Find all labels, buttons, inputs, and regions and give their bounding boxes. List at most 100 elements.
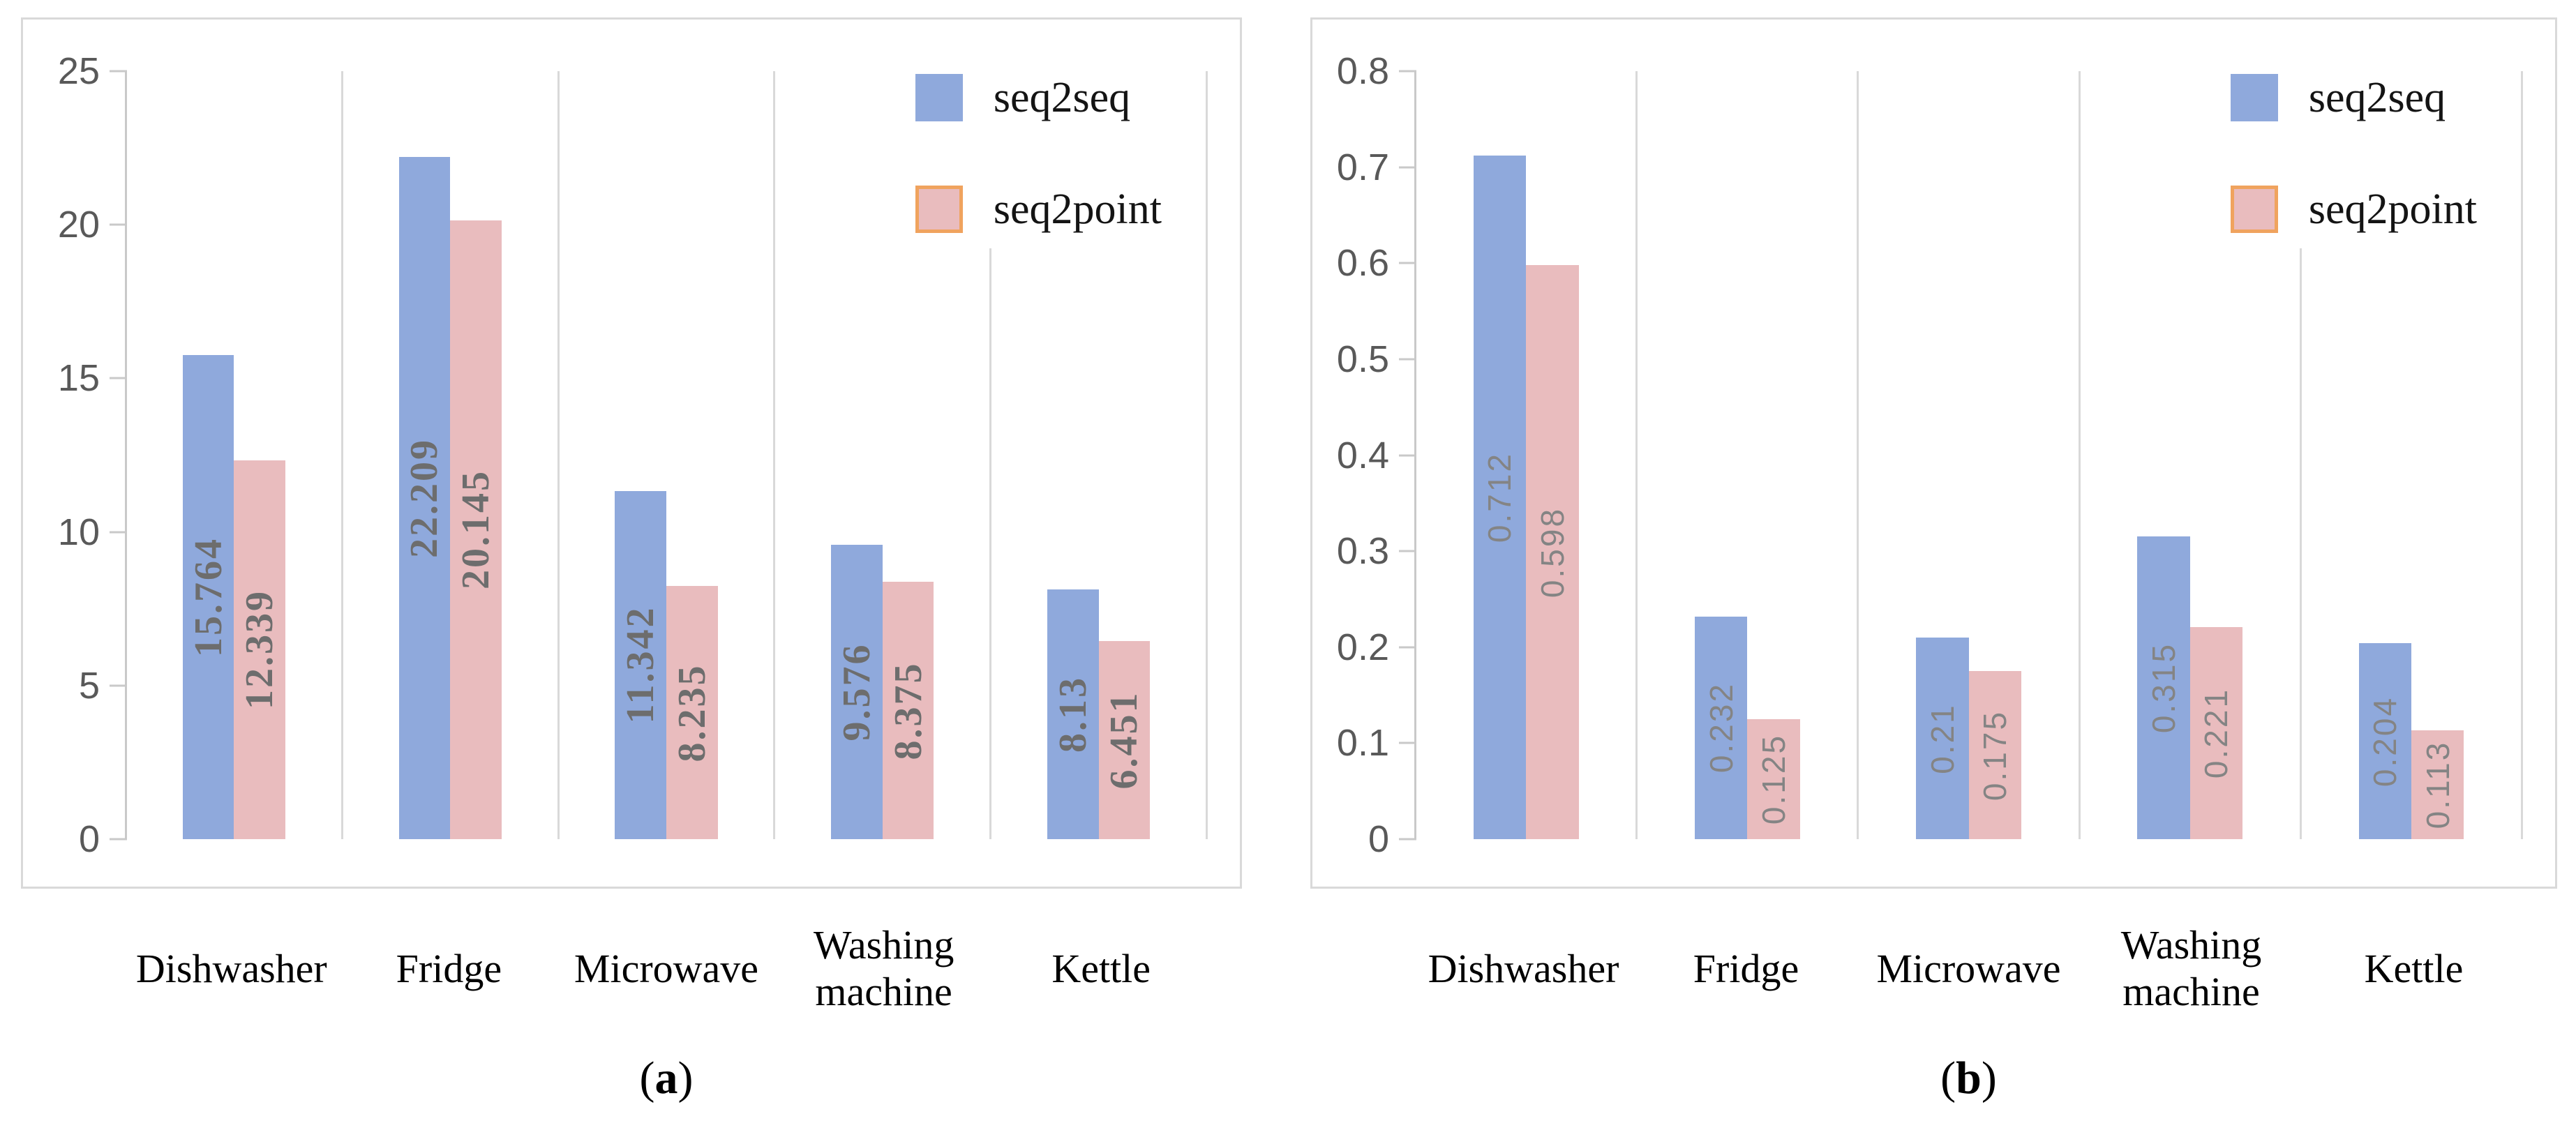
category-label: Dishwasher: [1428, 945, 1619, 991]
y-tick-mark: [110, 223, 127, 226]
y-tick-mark: [1399, 646, 1416, 649]
y-tick-label: 0.6: [1336, 242, 1389, 285]
bar-value-label: 0.204: [2367, 695, 2404, 787]
category-label: Washing machine: [2120, 922, 2262, 1014]
chart-figure-b: 0 0.1 0.2 0.3 0.4 0.5 0.6 0.7 0.8 0.712 0.598 0.23…: [1310, 17, 2557, 1105]
bar-value-label: 8.375: [886, 661, 930, 760]
y-tick-mark: [1399, 838, 1416, 841]
bar-seq2seq: 9.576: [831, 545, 883, 839]
legend-item-seq2point: seq2point: [2230, 186, 2477, 233]
bar-value-label: 15.764: [186, 536, 230, 657]
bar-value-label: 0.21: [1924, 702, 1961, 774]
caption-close-paren: ): [1981, 1053, 1997, 1104]
bar-seq2seq: 15.764: [182, 354, 234, 839]
category-group: 0.232 0.125: [1638, 71, 1859, 839]
y-tick-mark: [1399, 550, 1416, 552]
bar-seq2point: 8.235: [666, 586, 718, 839]
y-tick-label: 0.3: [1336, 530, 1389, 573]
plot-area: 15.764 12.339 22.209 20.145 11.342 8.235 9.576…: [110, 70, 1208, 841]
bar-value-label: 11.342: [619, 605, 663, 724]
y-tick-label: 15: [57, 357, 100, 400]
category-group: 0.204 0.113: [2302, 71, 2524, 839]
category-axis-labels: Dishwasher Fridge Microwave Washing machine…: [1412, 910, 2525, 1028]
bar-seq2point: 20.145: [450, 220, 502, 839]
category-group: 8.13 6.451: [991, 71, 1208, 839]
y-tick-mark: [1399, 70, 1416, 73]
bar-value-label: 12.339: [238, 589, 282, 710]
y-tick-label: 0: [78, 818, 100, 860]
bar-seq2seq: 0.712: [1473, 156, 1527, 839]
y-axis-labels: 0 5 10 15 20 25: [23, 52, 100, 858]
seq2point-swatch-icon: [2230, 186, 2278, 233]
category-group: 22.209 20.145: [343, 71, 560, 839]
chart-b-panel: 0 0.1 0.2 0.3 0.4 0.5 0.6 0.7 0.8 0.712 0.598 0.23…: [1310, 17, 2557, 889]
bar-value-label: 8.235: [670, 663, 714, 762]
y-tick-label: 0.1: [1336, 722, 1389, 765]
legend-label: seq2seq: [2308, 74, 2446, 121]
bar-seq2point: 0.125: [1747, 718, 1800, 839]
y-tick-mark: [1399, 454, 1416, 456]
category-label: Microwave: [574, 945, 759, 991]
seq2point-swatch-icon: [915, 186, 963, 233]
y-tick-label: 25: [57, 50, 100, 92]
y-tick-label: 20: [57, 204, 100, 246]
caption-letter: b: [1956, 1053, 1982, 1104]
bar-value-label: 20.145: [454, 469, 497, 590]
caption-open-paren: (: [1940, 1053, 1956, 1104]
y-tick-mark: [1399, 358, 1416, 361]
caption-a: (a): [123, 1052, 1210, 1105]
y-tick-mark: [110, 684, 127, 687]
y-tick-label: 0.2: [1336, 626, 1389, 668]
bar-seq2seq: 0.232: [1694, 616, 1748, 839]
y-tick-label: 10: [57, 511, 100, 553]
y-axis-labels: 0 0.1 0.2 0.3 0.4 0.5 0.6 0.7 0.8: [1312, 52, 1389, 858]
legend-label: seq2seq: [993, 74, 1131, 121]
y-tick-mark: [110, 377, 127, 379]
category-group: 0.315 0.221: [2081, 71, 2302, 839]
legend: seq2seq seq2point: [2210, 59, 2496, 248]
bar-seq2point: 0.598: [1526, 265, 1579, 839]
bar-value-label: 0.315: [2146, 642, 2182, 734]
bar-value-label: 8.13: [1051, 675, 1095, 753]
bar-seq2point: 0.175: [1968, 671, 2021, 839]
bar-value-label: 0.125: [1755, 733, 1792, 825]
category-axis-labels: Dishwasher Fridge Microwave Washing machine…: [123, 910, 1210, 1028]
seq2seq-swatch-icon: [2230, 74, 2278, 121]
category-label: Dishwasher: [135, 945, 327, 991]
legend-item-seq2seq: seq2seq: [915, 74, 1162, 121]
bar-value-label: 0.232: [1702, 682, 1739, 774]
legend-label: seq2point: [993, 186, 1162, 233]
caption-b: (b): [1412, 1052, 2525, 1105]
bar-seq2point: 8.375: [882, 582, 934, 839]
bar-value-label: 22.209: [403, 437, 447, 558]
y-tick-mark: [110, 838, 127, 841]
category-label: Microwave: [1876, 945, 2061, 991]
bar-value-label: 0.175: [1977, 709, 2014, 801]
y-tick-mark: [1399, 166, 1416, 169]
y-tick-mark: [110, 531, 127, 534]
bar-seq2seq: 22.209: [398, 156, 451, 839]
category-group: 15.764 12.339: [127, 71, 343, 839]
bar-value-label: 0.598: [1534, 506, 1571, 598]
bar-seq2point: 0.221: [2189, 626, 2243, 839]
legend-item-seq2point: seq2point: [915, 186, 1162, 233]
category-label: Washing machine: [813, 922, 954, 1014]
y-tick-label: 0.5: [1336, 338, 1389, 380]
category-group: 0.21 0.175: [1859, 71, 2081, 839]
bar-seq2point: 0.113: [2411, 730, 2464, 839]
bar-value-label: 0.712: [1481, 452, 1518, 543]
legend: seq2seq seq2point: [895, 59, 1181, 248]
y-tick-mark: [1399, 741, 1416, 744]
y-tick-label: 0: [1368, 818, 1389, 860]
bar-seq2seq: 0.204: [2358, 643, 2411, 839]
category-group: 0.712 0.598: [1416, 71, 1638, 839]
bar-seq2seq: 0.21: [1916, 638, 1969, 839]
y-tick-mark: [110, 70, 127, 73]
seq2seq-swatch-icon: [915, 74, 963, 121]
bar-value-label: 6.451: [1102, 691, 1146, 790]
y-tick-label: 0.7: [1336, 146, 1389, 188]
caption-close-paren: ): [677, 1053, 694, 1104]
chart-figure-a: 0 5 10 15 20 25 15.764 12.339 22.209 20.145 11.34…: [21, 17, 1242, 1105]
caption-open-paren: (: [639, 1053, 655, 1104]
y-tick-label: 0.4: [1336, 434, 1389, 476]
